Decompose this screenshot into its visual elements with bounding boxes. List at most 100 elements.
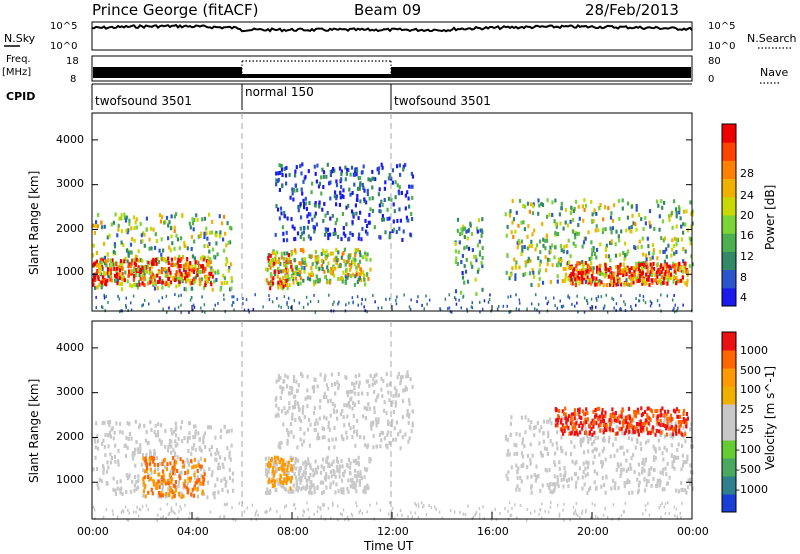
velocity-cell	[271, 471, 274, 476]
velocity-cell	[335, 482, 338, 487]
power-cell	[455, 256, 458, 261]
power-cell	[303, 261, 306, 266]
power-ground-cell	[425, 294, 427, 298]
velocity-cell	[148, 477, 151, 482]
power-ground-cell	[290, 306, 292, 310]
power-cell	[293, 258, 296, 262]
velocity-cell	[364, 443, 367, 448]
power-cell	[612, 273, 616, 278]
velocity-cell	[594, 414, 597, 419]
velocity-cell	[562, 411, 566, 416]
velocity-cell	[316, 485, 319, 489]
velocity-cell	[571, 459, 574, 464]
power-cell	[312, 225, 315, 229]
velocity-cell	[667, 409, 670, 414]
velocity-cell	[174, 421, 177, 426]
power-cell	[347, 259, 350, 264]
velocity-ground-cell	[590, 516, 592, 520]
power-cell	[314, 211, 317, 216]
power-cell	[583, 274, 586, 278]
velocity-cell	[334, 474, 337, 479]
velocity-ground-cell	[178, 509, 180, 513]
velocity-ground-cell	[575, 502, 578, 505]
power-cell	[587, 278, 590, 283]
velocity-cell	[185, 485, 188, 490]
power-cell	[208, 242, 211, 246]
velocity-cell	[292, 434, 295, 439]
velocity-cell	[388, 382, 392, 387]
power-cell	[314, 255, 317, 260]
power-cell	[617, 234, 620, 239]
power-cell	[150, 246, 153, 251]
velocity-cell	[665, 412, 668, 417]
power-ground-cell	[455, 302, 458, 306]
velocity-cell	[529, 442, 532, 447]
velocity-cell	[556, 418, 559, 422]
x-tick-0800: 08:00	[277, 525, 309, 538]
velocity-cell	[657, 438, 660, 443]
velocity-cell	[174, 488, 177, 493]
power-cell	[108, 233, 111, 238]
power-cell	[357, 176, 360, 181]
velocity-cell	[329, 398, 332, 403]
power-cell	[185, 287, 188, 292]
velocity-cell	[149, 420, 152, 425]
power-cell	[335, 258, 338, 263]
power-ground-cell	[360, 302, 363, 306]
power-cell	[169, 226, 173, 231]
time-axis: 00:00 04:00 08:00 12:00 16:00 20:00 00:0…	[77, 305, 709, 553]
power-cell	[400, 190, 403, 195]
velocity-cell	[571, 419, 574, 424]
power-cell	[158, 279, 161, 284]
velocity-cell	[366, 443, 370, 448]
velocity-cell	[288, 406, 291, 410]
velocity-cell	[297, 404, 300, 409]
velocity-cell	[373, 406, 376, 410]
velocity-cell	[285, 460, 288, 465]
velocity-cell	[571, 422, 574, 427]
power-cell	[354, 248, 357, 253]
velocity-ground-cell	[172, 510, 175, 514]
velocity-cell	[584, 473, 587, 478]
power-cell	[376, 167, 379, 172]
power-cell	[306, 225, 309, 230]
power-ground-cell	[534, 307, 536, 311]
power-cell	[675, 210, 678, 215]
velocity-cell	[587, 449, 590, 454]
power-cell	[649, 269, 652, 274]
power-cell	[631, 213, 634, 218]
power-cell	[342, 251, 345, 255]
power-ground-cell	[217, 301, 219, 305]
power-ground-cell	[372, 294, 374, 297]
velocity-cell	[609, 412, 612, 417]
velocity-cell	[368, 383, 371, 388]
power-cell	[351, 272, 354, 277]
power-ground-cell	[95, 306, 97, 310]
power-cell	[656, 275, 659, 280]
power-cell	[666, 275, 669, 280]
power-cell	[187, 273, 190, 278]
power-cell	[315, 260, 318, 265]
power-cell	[325, 229, 328, 234]
velocity-cell	[573, 422, 576, 427]
velocity-cell	[660, 430, 663, 435]
velocity-cell	[191, 446, 194, 451]
velocity-cell	[642, 422, 645, 426]
velocity-cell	[350, 479, 353, 484]
velocity-cell	[108, 430, 112, 435]
power-ground-cell	[603, 304, 606, 308]
velocity-cell	[573, 416, 576, 421]
power-cell	[323, 232, 327, 237]
power-cell	[651, 243, 655, 248]
power-cell	[278, 216, 281, 221]
velocity-cell	[375, 372, 378, 377]
power-cell	[651, 281, 654, 286]
velocity-cell	[288, 401, 291, 406]
power-cell	[622, 273, 625, 277]
x-axis-label: Time UT	[363, 539, 414, 553]
power-cell	[313, 229, 316, 234]
power-cell	[184, 269, 187, 274]
power-ground-cell	[644, 301, 647, 305]
velocity-cell	[330, 462, 334, 467]
power-cell	[266, 267, 269, 272]
